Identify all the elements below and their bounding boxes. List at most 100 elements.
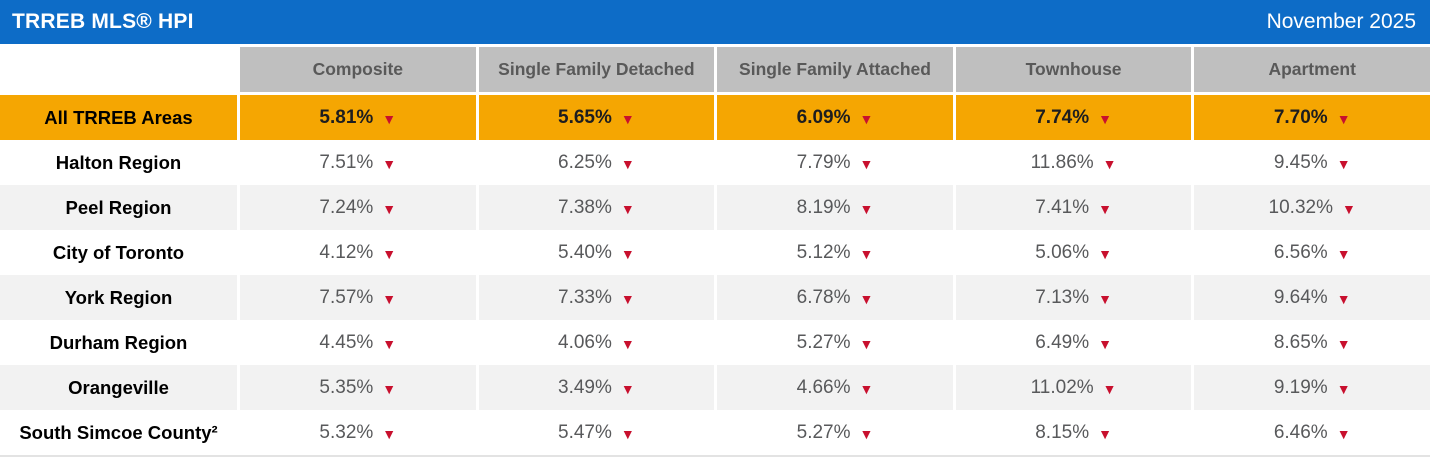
trend-down-icon: ▼ <box>859 425 874 442</box>
hpi-value: 10.32% <box>1268 196 1333 218</box>
table-row: City of Toronto 4.12% ▼ 5.40% ▼ 5.12% ▼ 5.06% ▼ 6… <box>0 230 1430 275</box>
trend-down-icon: ▼ <box>1336 290 1351 307</box>
table-row: All TRREB Areas 5.81% ▼ 5.65% ▼ 6.09% ▼ 7.74% ▼ 7… <box>0 95 1430 140</box>
hpi-value: 6.25% <box>558 151 612 173</box>
trend-down-icon: ▼ <box>1098 245 1112 262</box>
hpi-value: 7.57% <box>319 286 374 308</box>
hpi-value: 5.65% <box>558 106 612 128</box>
value-cell: 8.65% ▼ <box>1194 320 1430 365</box>
trend-down-icon: ▼ <box>620 155 635 172</box>
trend-down-icon: ▼ <box>1336 380 1351 397</box>
value-cell: 5.81% ▼ <box>240 95 476 140</box>
value-cell: 8.19% ▼ <box>717 185 953 230</box>
value-cell: 5.06% ▼ <box>955 230 1192 275</box>
trend-down-icon: ▼ <box>1336 335 1351 352</box>
value-cell: 7.41% ▼ <box>955 185 1192 230</box>
hpi-value: 8.65% <box>1273 331 1328 353</box>
region-cell: Peel Region <box>0 185 237 230</box>
trend-down-icon: ▼ <box>382 200 397 217</box>
hpi-value: 8.15% <box>1035 421 1090 443</box>
hpi-value: 7.41% <box>1035 196 1090 218</box>
trend-down-icon: ▼ <box>620 245 635 262</box>
region-cell: York Region <box>0 275 237 320</box>
value-cell: 6.49% ▼ <box>955 320 1192 365</box>
value-cell: 4.66% ▼ <box>717 365 953 410</box>
hpi-value: 7.38% <box>558 196 612 218</box>
trend-down-icon: ▼ <box>382 155 397 172</box>
trend-down-icon: ▼ <box>620 335 635 352</box>
trend-down-icon: ▼ <box>1336 155 1351 172</box>
trend-down-icon: ▼ <box>1098 425 1112 442</box>
hpi-value: 5.35% <box>319 376 374 398</box>
trend-down-icon: ▼ <box>1336 245 1351 262</box>
page-title: TRREB MLS® HPI <box>12 10 194 33</box>
value-cell: 5.47% ▼ <box>478 410 715 455</box>
value-cell: 5.32% ▼ <box>240 410 476 455</box>
hpi-value: 7.33% <box>558 286 612 308</box>
column-header: Townhouse <box>955 47 1192 92</box>
hpi-value: 5.32% <box>319 421 374 443</box>
value-cell: 6.46% ▼ <box>1194 410 1430 455</box>
hpi-value: 8.19% <box>796 196 851 218</box>
value-cell: 7.13% ▼ <box>955 275 1192 320</box>
hpi-value: 3.49% <box>558 376 612 398</box>
table-row: Orangeville 5.35% ▼ 3.49% ▼ 4.66% ▼ 11.02% ▼ 9.19… <box>0 365 1430 410</box>
hpi-value: 9.64% <box>1273 286 1328 308</box>
region-cell: South Simcoe County² <box>0 410 237 455</box>
corner-cell <box>0 47 237 92</box>
trend-down-icon: ▼ <box>859 290 874 307</box>
table-row: York Region 7.57% ▼ 7.33% ▼ 6.78% ▼ 7.13% ▼ 9.64%… <box>0 275 1430 320</box>
trend-down-icon: ▼ <box>620 380 635 397</box>
column-header: Composite <box>240 47 476 92</box>
hpi-value: 7.74% <box>1035 106 1090 128</box>
trend-down-icon: ▼ <box>620 110 635 127</box>
value-cell: 7.24% ▼ <box>240 185 476 230</box>
trend-down-icon: ▼ <box>859 335 874 352</box>
hpi-table: Composite Single Family Detached Single Fa… <box>0 47 1430 457</box>
hpi-value: 5.40% <box>558 241 612 263</box>
hpi-value: 5.12% <box>796 241 851 263</box>
trend-down-icon: ▼ <box>859 155 874 172</box>
hpi-value: 5.47% <box>558 421 612 443</box>
value-cell: 5.27% ▼ <box>717 410 953 455</box>
value-cell: 9.64% ▼ <box>1194 275 1430 320</box>
value-cell: 5.65% ▼ <box>478 95 715 140</box>
trend-down-icon: ▼ <box>859 245 874 262</box>
hpi-value: 6.49% <box>1035 331 1090 353</box>
hpi-value: 9.19% <box>1273 376 1328 398</box>
table-row: Halton Region 7.51% ▼ 6.25% ▼ 7.79% ▼ 11.86% ▼ 9.… <box>0 140 1430 185</box>
trend-down-icon: ▼ <box>1336 425 1351 442</box>
value-cell: 7.51% ▼ <box>240 140 476 185</box>
region-cell: Halton Region <box>0 140 237 185</box>
trend-down-icon: ▼ <box>1102 155 1117 172</box>
value-cell: 6.09% ▼ <box>717 95 953 140</box>
trend-down-icon: ▼ <box>1341 200 1356 217</box>
trend-down-icon: ▼ <box>1098 200 1112 217</box>
titlebar: TRREB MLS® HPI November 2025 <box>0 0 1430 44</box>
trend-down-icon: ▼ <box>382 290 397 307</box>
trend-down-icon: ▼ <box>1102 380 1117 397</box>
hpi-value: 4.12% <box>319 241 374 263</box>
trend-down-icon: ▼ <box>1336 110 1351 127</box>
table-row: Peel Region 7.24% ▼ 7.38% ▼ 8.19% ▼ 7.41% ▼ 10.32… <box>0 185 1430 230</box>
hpi-value: 11.02% <box>1030 376 1094 398</box>
trend-down-icon: ▼ <box>1098 290 1112 307</box>
value-cell: 4.45% ▼ <box>240 320 476 365</box>
hpi-value: 4.66% <box>796 376 851 398</box>
value-cell: 6.56% ▼ <box>1194 230 1430 275</box>
value-cell: 10.32% ▼ <box>1194 185 1430 230</box>
hpi-value: 4.06% <box>558 331 612 353</box>
trend-down-icon: ▼ <box>382 110 397 127</box>
hpi-value: 6.56% <box>1273 241 1328 263</box>
hpi-value: 7.13% <box>1035 286 1090 308</box>
trend-down-icon: ▼ <box>382 335 397 352</box>
trend-down-icon: ▼ <box>1098 335 1112 352</box>
hpi-value: 6.46% <box>1273 421 1328 443</box>
hpi-value: 5.06% <box>1035 241 1090 263</box>
hpi-value: 7.70% <box>1273 106 1328 128</box>
region-cell: Durham Region <box>0 320 237 365</box>
value-cell: 7.38% ▼ <box>478 185 715 230</box>
trend-down-icon: ▼ <box>620 290 635 307</box>
value-cell: 6.78% ▼ <box>717 275 953 320</box>
